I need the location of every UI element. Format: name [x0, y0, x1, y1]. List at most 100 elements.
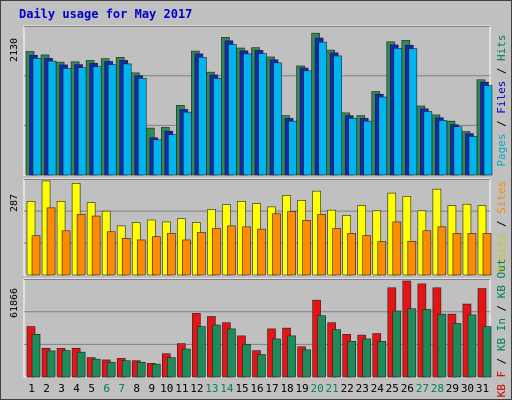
legend-separator: /: [495, 67, 508, 74]
x-tick-label: 11: [175, 382, 188, 395]
x-tick-label: 25: [386, 382, 399, 395]
legend-label-hits: Hits: [495, 34, 508, 61]
x-tick-label: 23: [356, 382, 369, 395]
bar-pages: [92, 66, 102, 176]
x-tick-label: 18: [280, 382, 293, 395]
x-tick-label: 2: [43, 382, 50, 395]
x-tick-label: 15: [235, 382, 248, 395]
x-tick-label: 29: [446, 382, 459, 395]
bar-kb-out: [136, 361, 146, 378]
legend-separator: /: [495, 120, 508, 127]
x-tick-label: 7: [118, 382, 125, 395]
bar-pages: [363, 120, 373, 176]
bar-sites: [212, 228, 221, 276]
bar-sites: [467, 233, 477, 276]
x-tick-label: 12: [190, 382, 203, 395]
bar-kb-out: [407, 308, 417, 378]
x-tick-label: 13: [205, 382, 218, 395]
bar-sites: [407, 240, 417, 276]
bar-kb-out: [76, 351, 86, 378]
bar-sites: [121, 238, 131, 276]
bar-kb-out: [31, 334, 41, 378]
bar-pages: [333, 55, 342, 176]
bar-kb-out: [317, 315, 326, 378]
bar-sites: [302, 220, 311, 276]
legend-label-pages: Pages: [495, 133, 508, 166]
bar-pages: [152, 139, 162, 176]
bar-pages: [77, 67, 87, 176]
bar-sites: [136, 239, 146, 276]
bar-kb-out: [106, 361, 116, 378]
bar-pages: [243, 53, 252, 176]
bar-kb-out: [61, 350, 71, 378]
legend-separator: /: [495, 305, 508, 312]
bar-sites: [242, 226, 251, 276]
bar-kb-out: [242, 344, 251, 378]
bar-sites: [61, 230, 71, 276]
bar-pages: [137, 78, 147, 176]
legend-label-kb-out: KB Out: [495, 259, 508, 299]
bar-kb-out: [151, 363, 161, 378]
x-tick-label: 19: [295, 382, 308, 395]
x-tick-label: 6: [103, 382, 110, 395]
bar-sites: [227, 225, 236, 276]
bar-pages: [393, 48, 403, 176]
bar-pages: [213, 78, 222, 176]
bar-kb-out: [482, 326, 492, 378]
bar-pages: [483, 85, 493, 176]
bar-sites: [377, 241, 387, 276]
bar-pages: [47, 60, 57, 176]
bar-sites: [437, 226, 447, 276]
bar-kb-out: [377, 341, 387, 378]
bar-sites: [452, 233, 462, 276]
bar-kb-out: [197, 326, 206, 378]
x-tick-label: 31: [476, 382, 489, 395]
bar-pages: [318, 41, 327, 176]
bar-kb-out: [287, 335, 296, 378]
bar-sites: [272, 213, 281, 276]
bar-kb-out: [332, 329, 341, 378]
chart-title: Daily usage for May 2017: [19, 7, 192, 21]
x-tick-label: 1: [28, 382, 35, 395]
bar-pages: [453, 126, 463, 176]
legend-label-visits: Visits: [495, 234, 508, 274]
bar-kb-out: [437, 313, 447, 378]
bar-pages: [107, 64, 117, 176]
bar-pages: [378, 96, 388, 176]
bar-sites: [422, 230, 432, 276]
legend-label-kb-f: KB F: [495, 371, 508, 398]
x-tick-label: 16: [250, 382, 263, 395]
bar-pages: [228, 44, 237, 176]
bar-kb-out: [46, 350, 56, 378]
x-tick-label: 8: [133, 382, 140, 395]
bar-kb-out: [272, 338, 281, 378]
bar-kb-out: [227, 328, 236, 378]
x-tick-label: 24: [371, 382, 385, 395]
x-tick-label: 4: [73, 382, 80, 395]
bar-sites: [151, 236, 161, 276]
bar-sites: [317, 214, 326, 276]
bar-sites: [76, 214, 86, 276]
bar-kb-out: [467, 314, 477, 378]
bar-kb-out: [362, 338, 372, 378]
bar-sites: [167, 233, 176, 276]
bar-pages: [62, 68, 72, 176]
bar-sites: [482, 233, 492, 276]
bar-pages: [122, 63, 132, 176]
bar-sites: [31, 235, 41, 276]
max-label-visits-sites: 287: [9, 194, 20, 212]
bar-sites: [362, 235, 372, 276]
max-label-hits-files-pages: 2130: [9, 38, 20, 62]
bar-sites: [392, 221, 402, 276]
x-tick-label: 30: [461, 382, 474, 395]
x-tick-label: 5: [88, 382, 95, 395]
bar-kb-out: [167, 357, 176, 378]
bar-pages: [468, 136, 478, 176]
x-tick-label: 26: [401, 382, 414, 395]
bar-kb-out: [392, 310, 402, 378]
bar-kb-out: [257, 354, 266, 378]
bar-sites: [91, 215, 101, 276]
bar-kb-out: [302, 349, 311, 378]
bar-pages: [168, 134, 177, 176]
